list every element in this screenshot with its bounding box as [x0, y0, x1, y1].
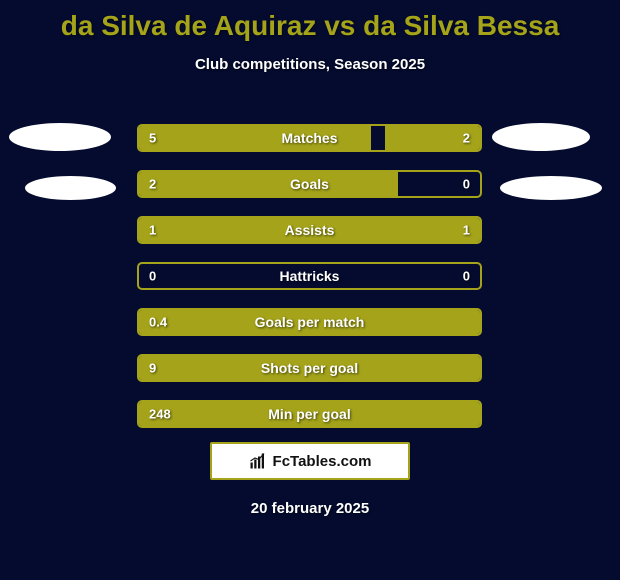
bar-left-fill — [139, 126, 371, 150]
watermark-text: FcTables.com — [273, 453, 372, 470]
stat-left-value: 0.4 — [149, 315, 167, 330]
chart-icon — [249, 452, 267, 470]
ellipse-right-1 — [492, 123, 590, 151]
stat-row: 52Matches — [137, 124, 482, 152]
bar-left-fill — [139, 218, 310, 242]
stat-right-value: 2 — [463, 131, 470, 146]
bar-left-fill — [139, 172, 398, 196]
date-text: 20 february 2025 — [0, 500, 620, 517]
ellipse-right-2 — [500, 176, 602, 200]
stat-row: 0.4Goals per match — [137, 308, 482, 336]
stat-row: 20Goals — [137, 170, 482, 198]
stat-left-value: 248 — [149, 407, 171, 422]
ellipse-left-2 — [25, 176, 116, 200]
stat-label: Hattricks — [139, 268, 480, 284]
stat-right-value: 0 — [463, 269, 470, 284]
subtitle: Club competitions, Season 2025 — [0, 56, 620, 73]
stat-right-value: 1 — [463, 223, 470, 238]
stat-left-value: 0 — [149, 269, 156, 284]
stat-left-value: 2 — [149, 177, 156, 192]
bar-right-fill — [310, 218, 481, 242]
watermark: FcTables.com — [210, 442, 410, 480]
stat-row: 248Min per goal — [137, 400, 482, 428]
stat-right-value: 0 — [463, 177, 470, 192]
ellipse-left-1 — [9, 123, 111, 151]
stat-row: 9Shots per goal — [137, 354, 482, 382]
page-title: da Silva de Aquiraz vs da Silva Bessa — [0, 0, 620, 42]
bar-left-fill — [139, 310, 480, 334]
stats-bars: 52Matches20Goals11Assists00Hattricks0.4G… — [137, 124, 482, 446]
bar-left-fill — [139, 356, 480, 380]
bar-left-fill — [139, 402, 480, 426]
stat-left-value: 9 — [149, 361, 156, 376]
stat-left-value: 5 — [149, 131, 156, 146]
stat-row: 0 0Hattricks — [137, 262, 482, 290]
stat-row: 11Assists — [137, 216, 482, 244]
stat-left-value: 1 — [149, 223, 156, 238]
